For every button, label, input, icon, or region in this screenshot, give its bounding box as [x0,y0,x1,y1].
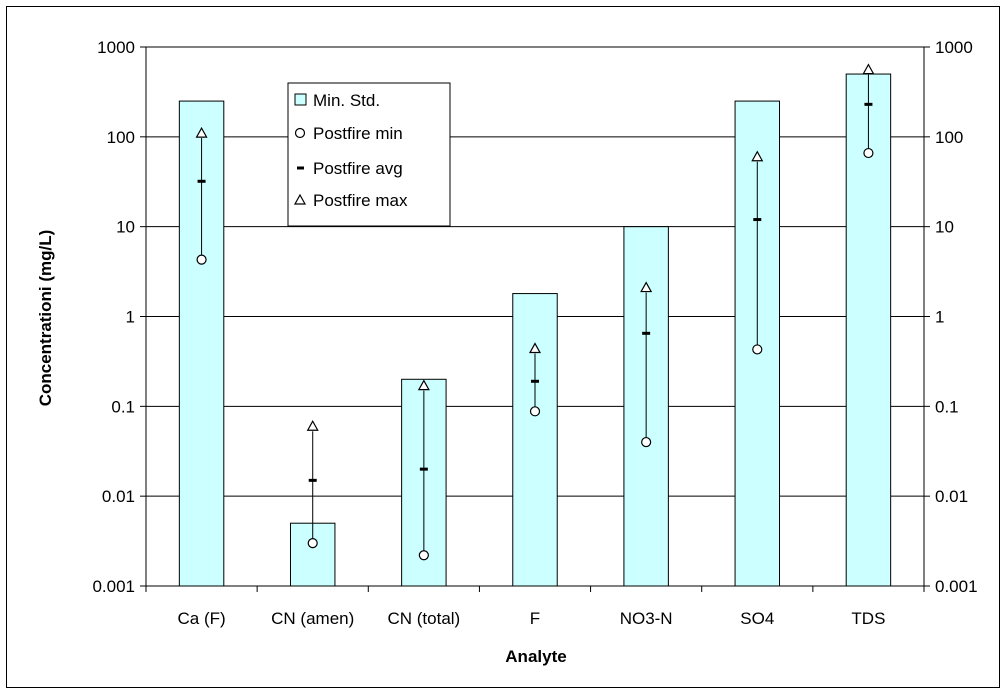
chart-frame [6,6,1000,688]
postfire-ranges [195,63,875,561]
marker-postfire-min [863,147,874,159]
legend-swatch-min-std [294,93,307,106]
bars [178,73,892,587]
marker-postfire-max [306,420,319,431]
y-tick-label-left: 100 [107,128,135,147]
y-tick-label-right: 0.1 [935,397,959,416]
x-axis-title: Analyte [505,647,566,666]
marker-postfire-min [418,550,429,561]
x-tick-label: TDS [851,609,885,628]
x-tick-label: F [530,609,540,628]
y-tick-label-left: 1000 [97,38,135,57]
legend-marker-postfire-max [293,193,307,205]
x-tick-label: SO4 [740,609,774,628]
marker-postfire-max [751,150,764,162]
y-tick-label-left: 0.01 [102,487,135,506]
marker-postfire-max [528,342,542,354]
bar-min-std [512,293,558,587]
marker-postfire-max [862,63,875,75]
y-axis-title: Concentrationi (mg/L) [36,230,55,407]
x-tick-label: Ca (F) [177,609,225,628]
y-tick-label-right: 100 [935,128,963,147]
axes [140,46,930,592]
marker-postfire-min [307,538,318,549]
y-tick-label-right: 10 [935,218,954,237]
y-tick-label-right: 1000 [935,38,973,57]
marker-postfire-max [640,281,653,293]
y-tick-label-right: 1 [935,308,944,327]
marker-postfire-max [195,126,208,138]
legend: Min. Std. Postfire min Postfire avg Post… [287,82,451,227]
marker-postfire-min [196,254,207,265]
x-tick-label: CN (amen) [271,609,354,628]
legend-label-postfire-max: Postfire max [313,191,408,210]
tick-labels: 1000 1000 100 100 10 10 1 1 0.1 0.1 0.01 0.01 0.001 0… [92,38,977,628]
y-tick-label-left: 1 [126,308,135,327]
bar-min-std [845,73,892,587]
x-tick-label: NO3-N [620,609,673,628]
y-tick-label-left: 10 [116,218,135,237]
legend-label-postfire-min: Postfire min [313,124,403,143]
y-tick-label-left: 0.001 [92,577,135,596]
x-tick-label: CN (total) [387,609,460,628]
y-tick-label-left: 0.1 [111,397,135,416]
marker-postfire-min [641,436,652,448]
marker-postfire-min [752,344,763,355]
legend-marker-postfire-min [294,127,306,139]
legend-box [287,82,451,227]
marker-postfire-max [417,379,430,391]
y-tick-label-right: 0.001 [935,577,978,596]
y-tick-label-right: 0.01 [935,487,968,506]
legend-label-postfire-avg: Postfire avg [313,159,403,178]
legend-label-min-std: Min. Std. [313,91,380,110]
marker-postfire-min [529,406,541,417]
